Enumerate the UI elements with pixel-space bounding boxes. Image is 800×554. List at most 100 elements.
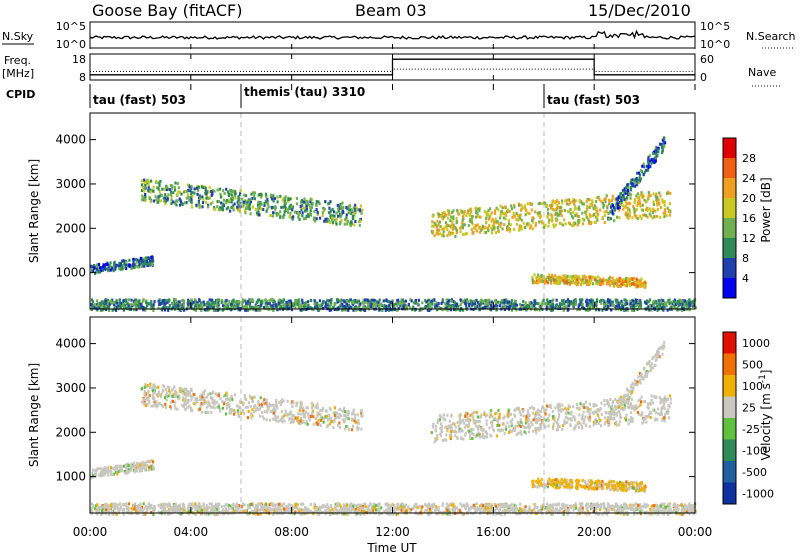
scatter-point (640, 208, 643, 212)
scatter-point (479, 300, 482, 304)
scatter-point (666, 308, 669, 312)
scatter-point (550, 216, 553, 220)
scatter-point (623, 187, 626, 191)
scatter-point (533, 280, 536, 283)
scatter-point (148, 460, 151, 464)
scatter-point (652, 300, 655, 304)
scatter-point (495, 418, 498, 422)
scatter-point (208, 404, 212, 408)
scatter-point (439, 432, 442, 436)
scatter-point (240, 301, 243, 305)
scatter-point (558, 209, 561, 213)
scatter-point (207, 308, 210, 312)
scatter-point (502, 301, 505, 305)
scatter-point (438, 414, 441, 418)
scatter-point (500, 299, 503, 302)
scatter-point (179, 198, 182, 202)
scatter-point (249, 299, 252, 303)
scatter-point (486, 226, 489, 230)
scatter-point (535, 308, 538, 312)
scatter-point (257, 207, 260, 211)
scatter-point (163, 396, 166, 400)
scatter-point (643, 198, 646, 202)
scatter-point (580, 278, 583, 282)
scatter-point (213, 399, 216, 403)
power-ylabel: Slant Range [km] (27, 159, 41, 263)
scatter-point (200, 301, 203, 305)
scatter-point (636, 196, 639, 200)
scatter-point (296, 299, 299, 303)
scatter-point (494, 416, 497, 420)
scatter-point (622, 281, 625, 285)
scatter-point (518, 228, 521, 232)
scatter-point (297, 215, 300, 219)
scatter-point (289, 214, 292, 218)
scatter-point (592, 207, 595, 210)
scatter-point (280, 305, 283, 309)
scatter-point (215, 392, 219, 396)
scatter-point (436, 224, 440, 228)
colorbar-swatch (723, 178, 736, 198)
scatter-point (255, 211, 259, 215)
scatter-point (288, 417, 291, 421)
scatter-point (322, 420, 325, 424)
scatter-point (436, 304, 439, 308)
scatter-point (589, 407, 592, 411)
colorbar-tick-label: 20 (742, 192, 756, 205)
scatter-point (584, 211, 587, 214)
scatter-point (592, 420, 595, 424)
scatter-point (685, 303, 688, 307)
scatter-point (461, 221, 464, 225)
scatter-point (176, 395, 180, 399)
scatter-point (287, 207, 290, 211)
scatter-point (345, 206, 348, 209)
scatter-point (225, 299, 228, 303)
scatter-point (485, 419, 488, 423)
scatter-point (483, 230, 486, 234)
scatter-point (325, 415, 328, 419)
scatter-point (178, 190, 181, 194)
scatter-point (639, 280, 642, 284)
scatter-point (610, 280, 613, 284)
scatter-point (338, 222, 341, 226)
scatter-point (589, 304, 592, 308)
scatter-point (127, 304, 130, 308)
scatter-point (198, 407, 201, 411)
scatter-point (486, 300, 489, 304)
scatter-point (164, 188, 167, 192)
scatter-point (628, 214, 631, 218)
scatter-point (360, 411, 363, 415)
scatter-point (468, 429, 471, 433)
scatter-point (495, 206, 498, 210)
scatter-point (312, 422, 315, 426)
scatter-point (663, 208, 666, 212)
scatter-point (338, 408, 341, 412)
scatter-point (594, 301, 597, 305)
scatter-point (563, 209, 566, 213)
scatter-point (93, 306, 96, 310)
scatter-point (222, 308, 225, 312)
scatter-point (248, 305, 252, 309)
scatter-point (281, 300, 284, 304)
scatter-point (663, 200, 666, 204)
scatter-point (144, 404, 148, 407)
scatter-point (341, 306, 344, 310)
scatter-point (489, 304, 493, 308)
scatter-point (138, 259, 141, 263)
scatter-point (228, 299, 231, 303)
scatter-point (571, 281, 574, 285)
scatter-point (446, 301, 449, 305)
scatter-point (162, 384, 165, 388)
scatter-point (520, 218, 523, 222)
scatter-point (455, 231, 458, 235)
scatter-point (331, 207, 334, 211)
scatter-point (265, 305, 268, 309)
scatter-point (644, 301, 648, 305)
cpid-segment-3: tau (fast) 503 (547, 93, 640, 107)
scatter-point (592, 275, 595, 279)
scatter-point (180, 192, 183, 196)
scatter-point (217, 300, 220, 304)
scatter-point (606, 206, 609, 210)
scatter-point (150, 299, 153, 303)
scatter-point (656, 208, 659, 211)
